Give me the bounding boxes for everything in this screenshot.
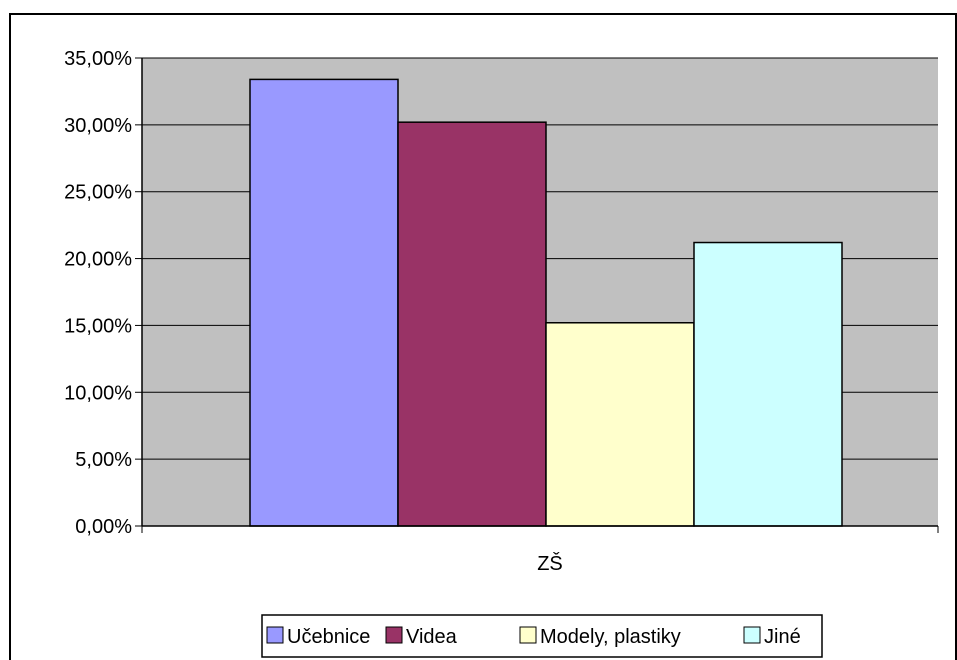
y-tick-label: 30,00% xyxy=(64,115,132,137)
legend-swatch-jin xyxy=(743,626,761,644)
legend-swatch-videa xyxy=(385,626,403,644)
legend-label-u-ebnice: Učebnice xyxy=(287,626,370,648)
axes-layer xyxy=(135,57,939,533)
ticks-layer: 0,00% 5,00% 10,00% 15,00% 20,00% 25,00% 30,00%… xyxy=(64,48,132,538)
bar-modely-plastiky xyxy=(545,322,695,527)
x-tick-label: ZŠ xyxy=(537,552,563,575)
legend-label-jin: Jiné xyxy=(764,626,801,648)
bar-videa xyxy=(397,121,547,527)
y-tick-label: 25,00% xyxy=(64,182,132,204)
legend-label-videa: Videa xyxy=(406,626,458,648)
y-tick-label: 15,00% xyxy=(64,315,132,337)
y-tick-label: 0,00% xyxy=(75,516,132,538)
legend: Učebnice Videa Modely, plastiky Jiné xyxy=(261,614,823,658)
legend-label-modely-plastiky: Modely, plastiky xyxy=(540,626,681,648)
legend-swatch-modely-plastiky xyxy=(519,626,537,644)
y-tick-label: 20,00% xyxy=(64,249,132,271)
y-tick-label: 10,00% xyxy=(64,382,132,404)
bar-u-ebnice xyxy=(249,78,399,527)
legend-swatch-u-ebnice xyxy=(266,626,284,644)
y-tick-label: 5,00% xyxy=(75,449,132,471)
bars-layer xyxy=(249,78,843,527)
legend-box xyxy=(261,614,823,658)
bar-jin xyxy=(693,241,843,527)
y-tick-label: 35,00% xyxy=(64,48,132,70)
